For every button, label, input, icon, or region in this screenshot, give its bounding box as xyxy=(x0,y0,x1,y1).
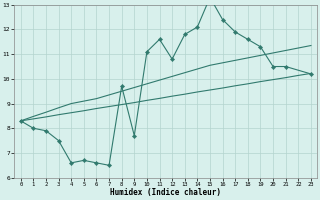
X-axis label: Humidex (Indice chaleur): Humidex (Indice chaleur) xyxy=(110,188,221,197)
